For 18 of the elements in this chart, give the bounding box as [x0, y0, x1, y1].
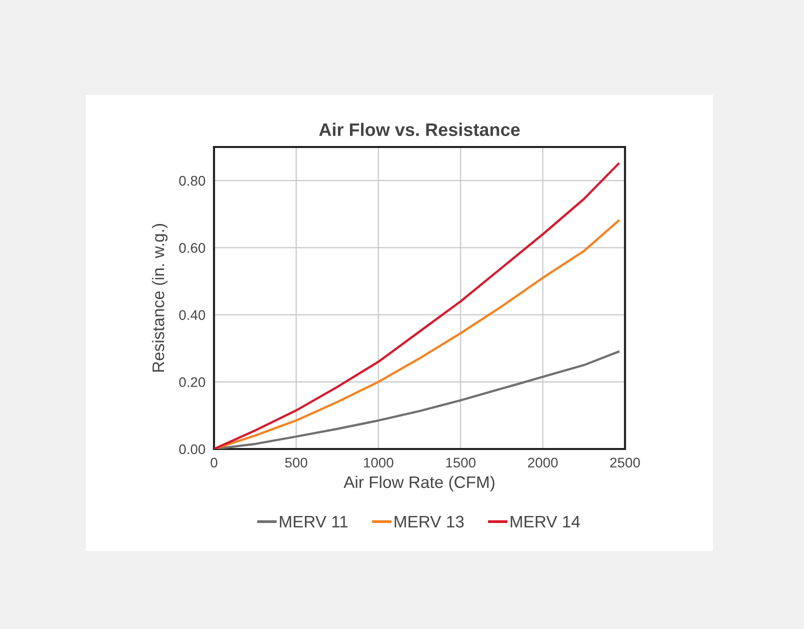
chart-title: Air Flow vs. Resistance — [319, 122, 520, 136]
x-tick-label: 1500 — [446, 458, 476, 468]
x-axis-title: Air Flow Rate (CFM) — [344, 476, 494, 492]
y-tick-label: 0.20 — [179, 377, 206, 388]
legend-label: MERV 13 — [394, 516, 464, 528]
legend-label: MERV 14 — [510, 516, 580, 528]
x-tick-label: 0 — [210, 458, 218, 468]
legend-label: MERV 11 — [280, 516, 348, 528]
y-tick-label: 0.80 — [179, 176, 206, 186]
y-tick-label: 0.00 — [179, 444, 206, 454]
x-tick-label: 2500 — [610, 458, 640, 468]
y-axis-title: Resistance (in. w.g.) — [152, 224, 168, 372]
x-tick-label: 500 — [285, 458, 308, 468]
x-tick-label: 2000 — [528, 458, 558, 468]
x-tick-label: 1000 — [364, 458, 394, 468]
line-series — [214, 162, 620, 449]
y-tick-label: 0.40 — [179, 310, 206, 320]
y-tick-label: 0.60 — [179, 243, 206, 253]
